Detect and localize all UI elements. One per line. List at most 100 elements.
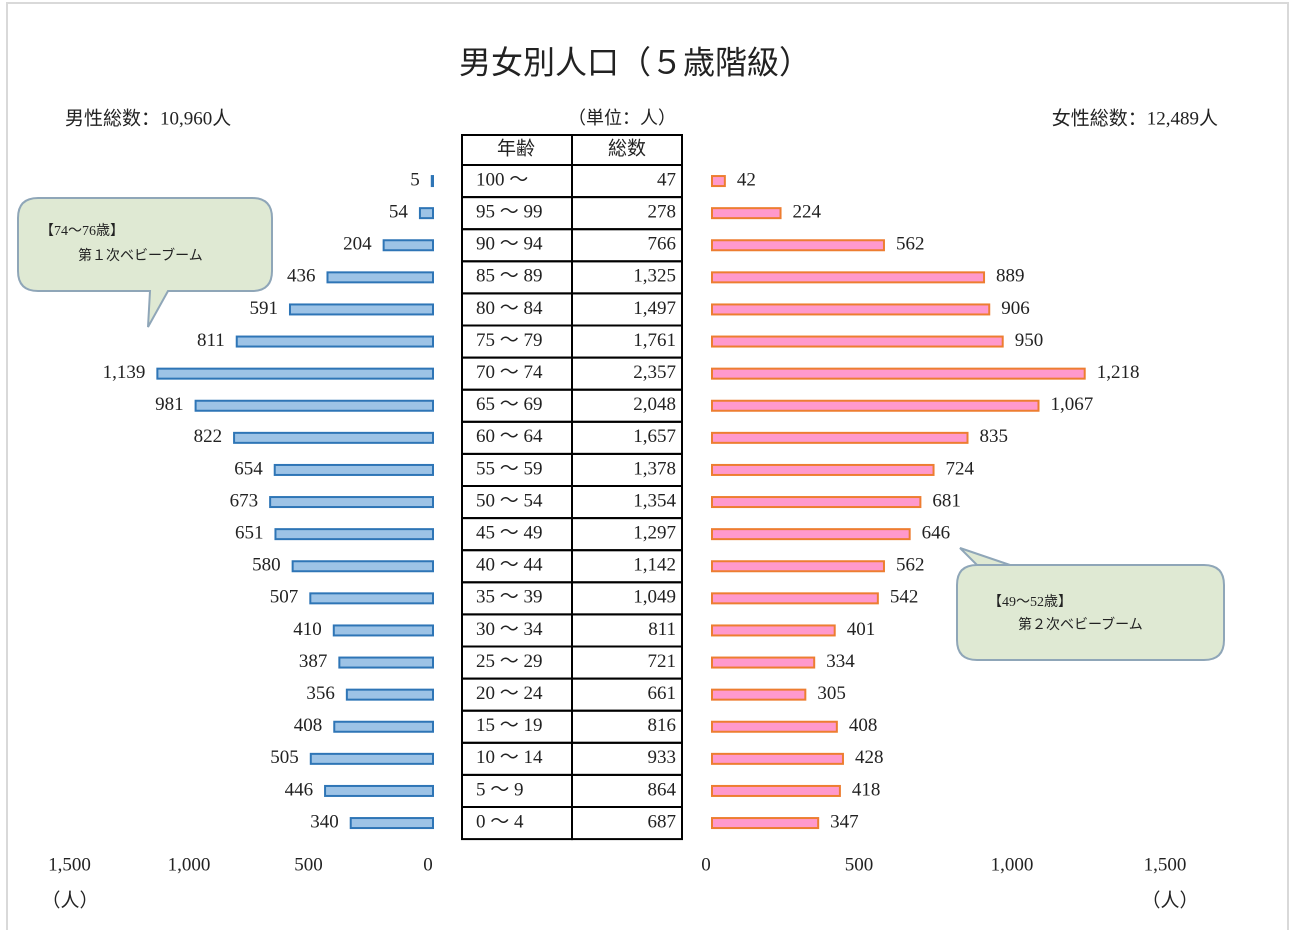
bar <box>430 175 435 188</box>
bar <box>291 560 435 573</box>
bar <box>345 688 434 701</box>
axis-unit: （人） <box>1141 889 1198 911</box>
total-cell: 278 <box>648 202 677 223</box>
x-tick-label: 0 <box>701 854 711 875</box>
age-label: 90 ～ 94 <box>476 234 543 255</box>
bar <box>349 817 434 830</box>
age-label: 85 ～ 89 <box>476 266 543 287</box>
bar <box>332 624 434 637</box>
age-label: 80 ～ 84 <box>476 298 543 319</box>
callout-text: 第２次ベビーブーム <box>1018 616 1143 633</box>
age-label: 60 ～ 64 <box>476 426 543 447</box>
value-label: 681 <box>932 490 961 511</box>
total-cell: 766 <box>648 234 677 255</box>
bar <box>711 528 911 541</box>
unit-note: （単位：人） <box>568 108 676 128</box>
bar <box>711 431 969 444</box>
age-label: 50 ～ 54 <box>476 490 543 511</box>
table-header: 総数 <box>608 137 646 159</box>
bar <box>711 399 1040 412</box>
value-label: 408 <box>294 715 323 736</box>
age-label: 15 ～ 19 <box>476 715 543 736</box>
total-cell: 1,049 <box>633 587 676 608</box>
bar <box>333 720 435 733</box>
age-label: 100 ～ <box>476 169 528 190</box>
value-label: 591 <box>249 298 278 319</box>
value-label: 418 <box>852 779 881 800</box>
callout-title: 【49～52歳】 <box>988 594 1072 610</box>
x-tick-label: 500 <box>294 854 323 875</box>
value-label: 410 <box>293 619 322 640</box>
bar <box>711 303 991 316</box>
value-label: 1,218 <box>1097 362 1140 383</box>
total-cell: 1,761 <box>633 330 676 351</box>
bar <box>194 399 434 412</box>
age-label: 65 ～ 69 <box>476 394 543 415</box>
bar <box>711 560 885 573</box>
value-label: 562 <box>896 234 925 255</box>
value-label: 436 <box>287 266 316 287</box>
callout-title: 【74～76歳】 <box>40 223 124 239</box>
total-cell: 1,657 <box>633 426 676 447</box>
bar <box>273 463 434 476</box>
age-label: 45 ～ 49 <box>476 523 543 544</box>
total-cell: 816 <box>648 715 677 736</box>
table-header: 年齢 <box>497 137 535 159</box>
bar <box>711 175 726 188</box>
age-label: 95 ～ 99 <box>476 202 543 223</box>
value-label: 428 <box>855 747 884 768</box>
total-cell: 2,048 <box>633 394 676 415</box>
bar <box>235 335 434 348</box>
bar <box>711 688 807 701</box>
bar <box>711 817 820 830</box>
bar <box>324 784 434 797</box>
bar <box>418 207 435 220</box>
age-label: 25 ～ 29 <box>476 651 543 672</box>
callout <box>956 547 1225 661</box>
value-label: 505 <box>270 747 299 768</box>
value-label: 204 <box>343 234 372 255</box>
total-label: 女性総数：12,489人 <box>1052 107 1218 129</box>
callout <box>17 197 273 328</box>
value-label: 651 <box>235 523 264 544</box>
bar <box>711 335 1004 348</box>
value-label: 950 <box>1015 330 1043 351</box>
age-label: 10 ～ 14 <box>476 747 543 768</box>
value-label: 542 <box>890 587 919 608</box>
total-cell: 1,354 <box>633 490 676 511</box>
bar <box>288 303 434 316</box>
age-label: 75 ～ 79 <box>476 330 543 351</box>
age-label: 5 ～ 9 <box>476 779 524 800</box>
bar <box>711 624 836 637</box>
total-cell: 721 <box>648 651 677 672</box>
age-label: 70 ～ 74 <box>476 362 543 383</box>
value-label: 224 <box>793 202 822 223</box>
bar <box>711 720 838 733</box>
callout-text: 第１次ベビーブーム <box>78 247 203 264</box>
bar <box>711 271 986 284</box>
age-label: 20 ～ 24 <box>476 683 543 704</box>
axis-unit: （人） <box>41 889 98 911</box>
x-tick-label: 1,500 <box>48 854 91 875</box>
bar <box>711 367 1086 380</box>
value-label: 562 <box>896 555 925 576</box>
value-label: 580 <box>252 555 281 576</box>
table-cell <box>571 806 683 841</box>
bar <box>309 592 434 605</box>
bar <box>711 656 816 669</box>
value-label: 347 <box>830 811 859 832</box>
bar <box>711 592 879 605</box>
bar <box>711 784 841 797</box>
x-tick-label: 1,000 <box>991 854 1034 875</box>
value-label: 889 <box>996 266 1024 287</box>
value-label: 401 <box>847 619 876 640</box>
total-cell: 864 <box>648 779 677 800</box>
age-label: 30 ～ 34 <box>476 619 543 640</box>
x-tick-label: 1,500 <box>1144 854 1187 875</box>
bar <box>156 367 434 380</box>
value-label: 835 <box>980 426 1009 447</box>
value-label: 356 <box>306 683 335 704</box>
x-tick-label: 500 <box>845 854 874 875</box>
bar <box>269 496 434 509</box>
bar <box>274 528 435 541</box>
